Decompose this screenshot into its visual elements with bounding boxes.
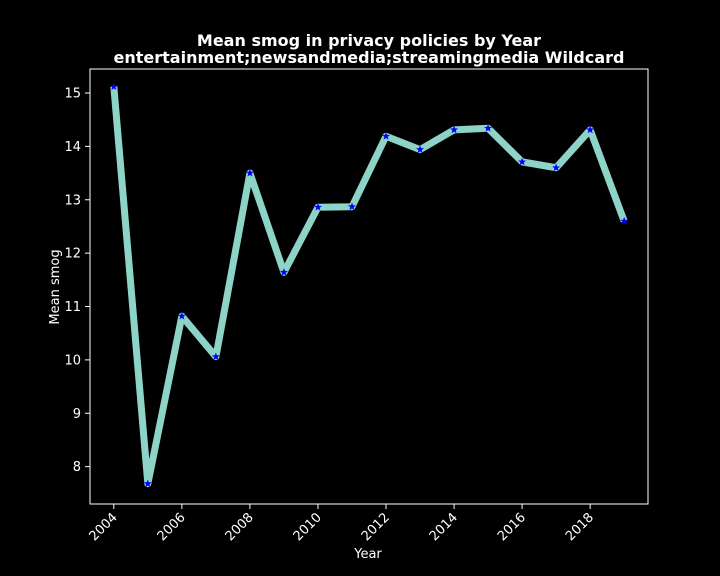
data-point <box>109 82 118 91</box>
data-point <box>279 268 288 276</box>
y-axis-label: Mean smog <box>48 249 63 324</box>
data-point <box>586 125 595 134</box>
series-group <box>109 82 629 488</box>
data-point <box>620 216 629 225</box>
plot-area-frame <box>89 68 649 505</box>
x-tick-label: 2008 <box>223 510 257 544</box>
x-tick-label: 2006 <box>155 510 189 544</box>
y-tick-label: 10 <box>64 353 81 368</box>
y-tick-label: 11 <box>64 300 81 315</box>
y-tick-label: 9 <box>73 407 81 422</box>
data-point <box>450 125 459 134</box>
data-point <box>177 311 186 320</box>
y-axis: 8 9 10 11 12 13 14 15 <box>64 87 90 475</box>
x-tick-label: 2012 <box>359 510 393 544</box>
data-point <box>484 124 493 132</box>
x-tick-label: 2018 <box>563 510 597 544</box>
y-tick-label: 13 <box>64 193 81 208</box>
data-point <box>211 352 220 361</box>
data-point <box>552 163 561 172</box>
y-tick-label: 15 <box>64 87 81 102</box>
y-tick-label: 12 <box>64 247 81 262</box>
x-axis-label: Year <box>353 547 382 562</box>
data-point <box>245 168 254 177</box>
chart-subtitle: entertainment;newsandmedia;streamingmedi… <box>114 48 625 67</box>
data-point <box>416 145 425 153</box>
chart-title: Mean smog in privacy policies by Year <box>197 31 541 50</box>
data-point <box>382 132 391 140</box>
x-tick-label: 2014 <box>427 510 461 544</box>
data-point <box>518 157 527 166</box>
data-point <box>313 203 322 211</box>
data-point <box>347 202 356 211</box>
x-tick-label: 2016 <box>495 510 529 544</box>
x-tick-label: 2004 <box>87 510 121 544</box>
x-axis: 2004 2006 2008 2010 2012 2014 2016 2018 <box>87 504 597 544</box>
y-tick-label: 14 <box>64 140 81 155</box>
series-line <box>110 86 628 488</box>
y-tick-label: 8 <box>73 460 81 475</box>
x-tick-label: 2010 <box>291 510 325 544</box>
data-point <box>143 479 152 488</box>
